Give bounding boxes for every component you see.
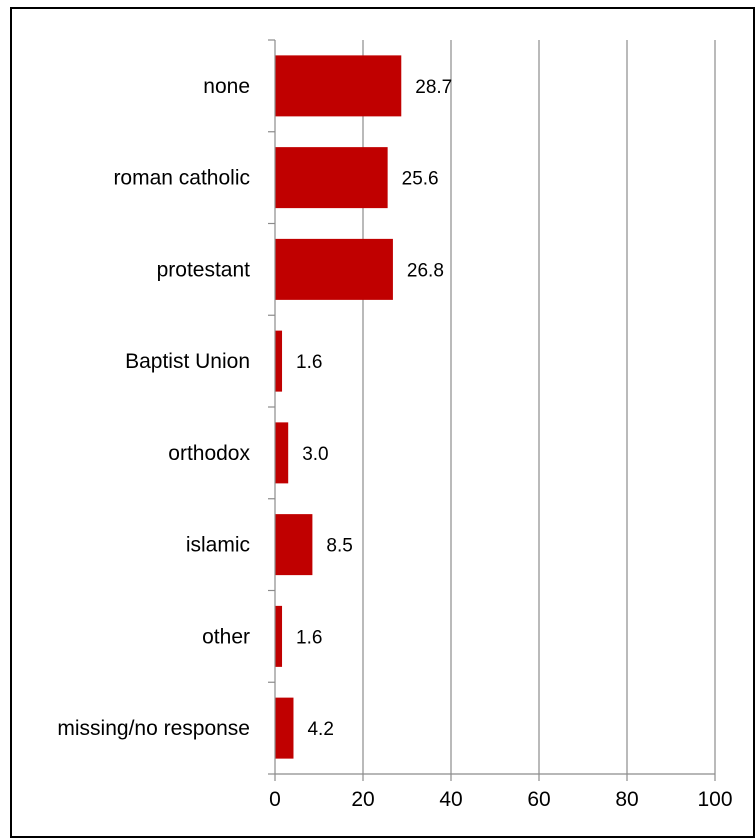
- x-tick-label-20: 20: [351, 788, 374, 811]
- x-tick-label-100: 100: [697, 788, 732, 811]
- category-label-2: protestant: [157, 258, 251, 281]
- bar-7: [275, 697, 294, 759]
- data-label-5: 8.5: [326, 536, 352, 557]
- bar-5: [275, 514, 313, 576]
- data-label-2: 26.8: [407, 260, 444, 281]
- category-label-7: missing/no response: [57, 717, 250, 740]
- bar-4: [275, 422, 289, 484]
- data-label-6: 1.6: [296, 627, 322, 648]
- data-label-4: 3.0: [302, 444, 328, 465]
- x-tick-label-80: 80: [615, 788, 638, 811]
- category-label-3: Baptist Union: [125, 350, 250, 373]
- bar-0: [275, 55, 402, 117]
- data-label-1: 25.6: [402, 169, 439, 190]
- bar-1: [275, 147, 388, 209]
- axes: [268, 39, 716, 781]
- bar-chart: 0 20 40 60 80 100 none 28.7 roman catholic 25.6 pr…: [57, 39, 733, 811]
- data-label-7: 4.2: [307, 719, 333, 740]
- x-tick-label-40: 40: [439, 788, 462, 811]
- bars: [275, 55, 402, 759]
- x-tick-label-0: 0: [269, 788, 281, 811]
- category-label-5: islamic: [186, 534, 250, 557]
- category-label-0: none: [203, 75, 250, 98]
- chart-frame: 0 20 40 60 80 100 none 28.7 roman catholic 25.6 pr…: [10, 7, 755, 838]
- x-tick-label-60: 60: [527, 788, 550, 811]
- bar-2: [275, 238, 393, 300]
- labels: 0 20 40 60 80 100 none 28.7 roman catholic 25.6 pr…: [57, 75, 732, 811]
- gridlines: [362, 40, 716, 774]
- category-label-4: orthodox: [168, 442, 250, 465]
- data-label-3: 1.6: [296, 352, 322, 373]
- data-label-0: 28.7: [415, 77, 452, 98]
- category-label-1: roman catholic: [113, 167, 250, 190]
- category-label-6: other: [202, 625, 250, 648]
- bar-3: [275, 330, 283, 392]
- bar-6: [275, 605, 283, 667]
